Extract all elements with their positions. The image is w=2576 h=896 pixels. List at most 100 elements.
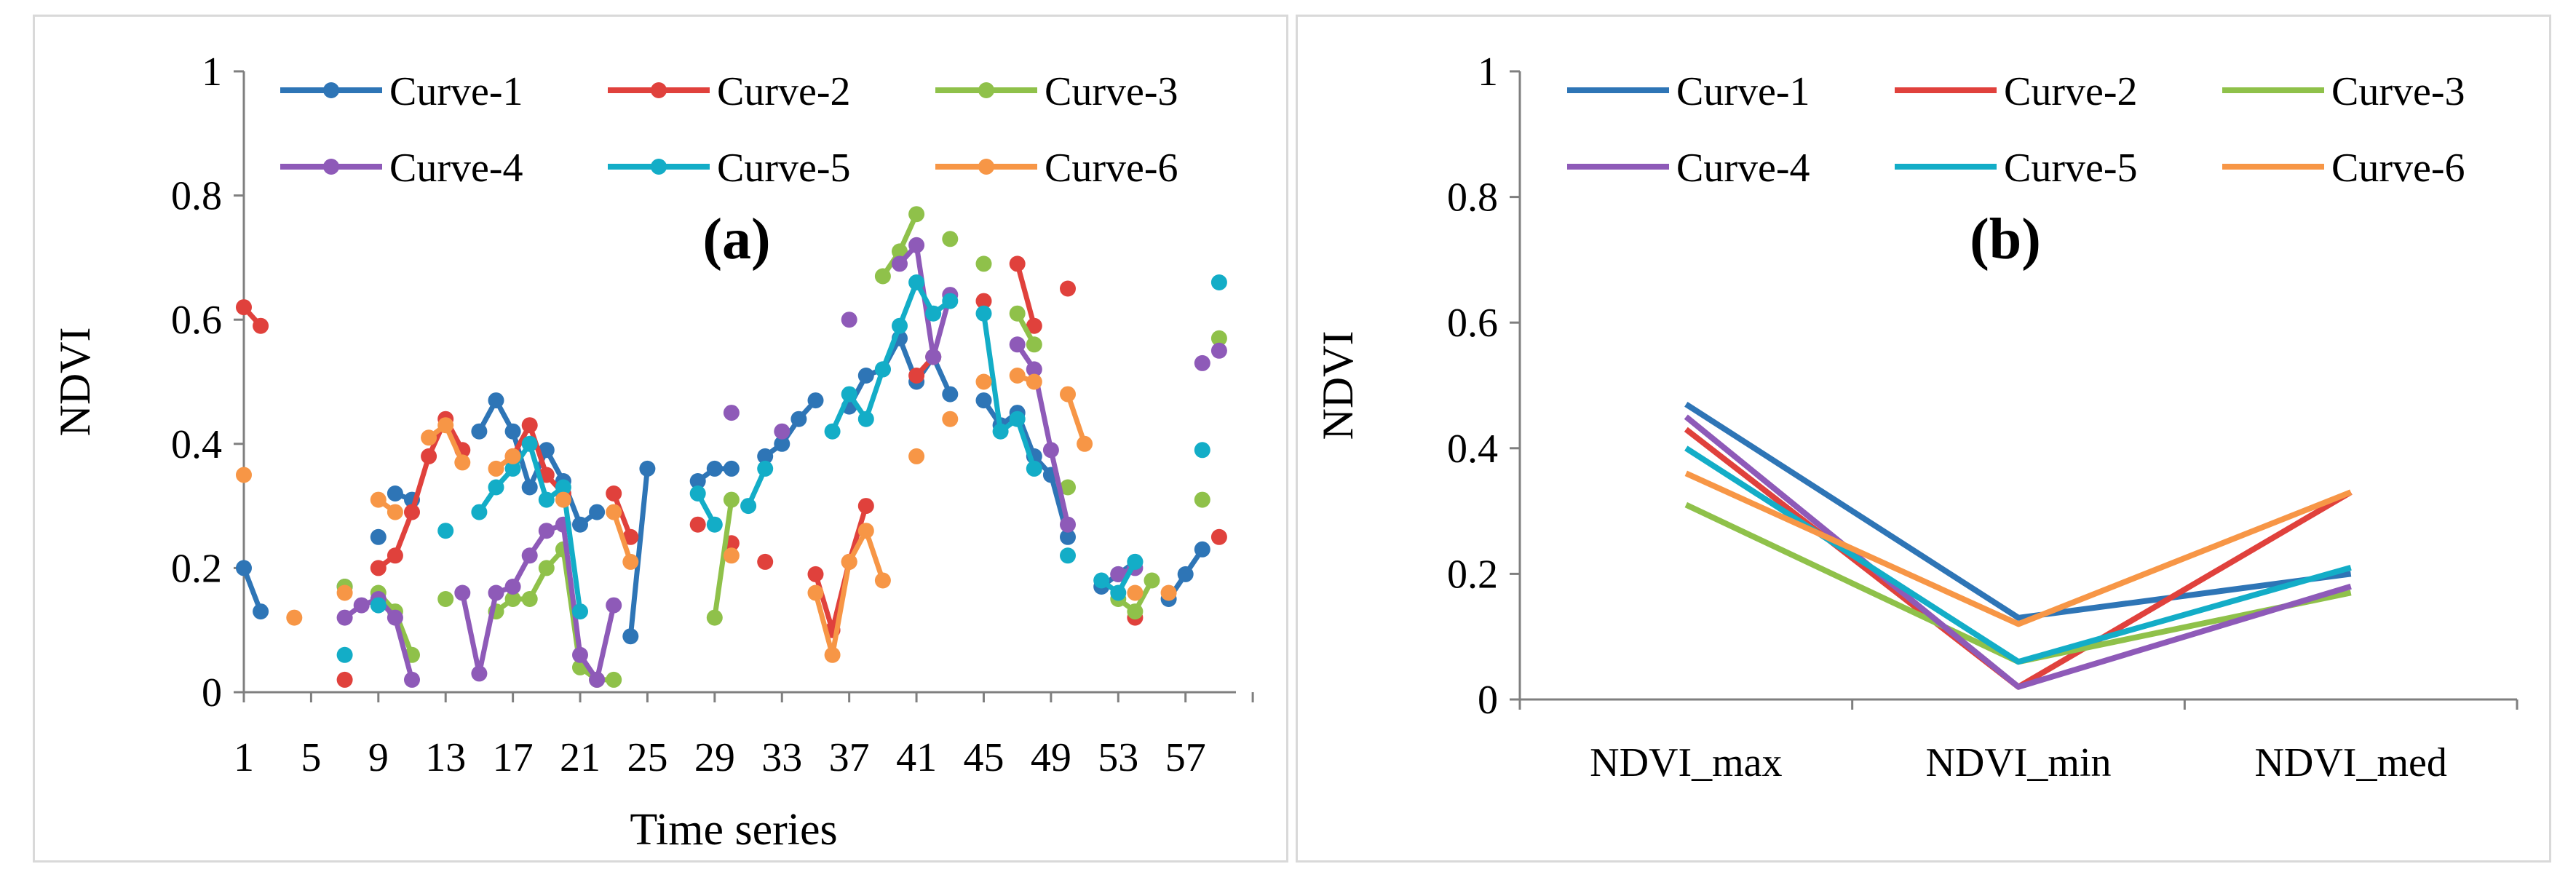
data-point-curve-2 [404, 504, 420, 520]
y-tick-label: 0 [202, 670, 222, 715]
data-point-curve-5 [437, 523, 454, 539]
legend-marker-curve-6 [978, 159, 994, 175]
data-point-curve-1 [622, 628, 639, 645]
data-point-curve-3 [521, 591, 538, 607]
data-point-curve-3 [1127, 603, 1144, 620]
x-tick-label: NDVI_min [1925, 740, 2111, 785]
data-point-curve-2 [521, 417, 538, 434]
data-point-curve-1 [253, 603, 269, 620]
legend-marker-curve-2 [651, 82, 667, 98]
x-tick-label: 17 [493, 735, 534, 780]
y-tick-label: 0 [1478, 678, 1498, 723]
chart-panel-a: 0 0.2 0.4 0.6 0.8 1 NDVI 1 5 9 13 17 21 25 29 33 37 41 45 4… [33, 15, 1288, 863]
data-point-curve-4 [1210, 342, 1227, 359]
data-point-curve-1 [757, 448, 774, 464]
data-point-curve-1 [774, 435, 790, 452]
data-point-curve-3 [908, 206, 925, 223]
data-point-curve-2 [807, 566, 824, 582]
x-tick-label: 45 [963, 735, 1004, 780]
data-point-curve-3 [706, 609, 723, 626]
data-point-curve-4 [336, 609, 353, 626]
data-point-curve-3 [437, 591, 454, 607]
data-point-curve-1 [589, 504, 606, 520]
data-point-curve-4 [521, 547, 538, 564]
x-tick-label: 49 [1031, 735, 1071, 780]
data-point-curve-4 [1042, 442, 1059, 459]
series-line-curve-2 [1015, 263, 1037, 327]
data-point-curve-6 [975, 373, 992, 390]
series-line-curve-4 [1015, 343, 1071, 526]
x-tick-label: 9 [368, 735, 389, 780]
data-point-curve-3 [1060, 479, 1076, 496]
data-point-curve-2 [336, 671, 353, 688]
data-point-curve-2 [689, 516, 706, 533]
x-tick-label: NDVI_max [1590, 740, 1782, 785]
series-line-curve-2 [510, 422, 566, 496]
data-point-curve-1 [723, 460, 740, 477]
data-point-curve-5 [992, 423, 1009, 440]
data-point-curve-6 [336, 584, 353, 601]
data-point-curve-4 [488, 584, 504, 601]
data-point-curve-5 [1093, 572, 1110, 589]
data-point-curve-6 [1160, 584, 1177, 601]
data-point-curve-5 [336, 646, 353, 663]
x-tick-label: 21 [560, 735, 601, 780]
series-curve-6 [236, 368, 1177, 663]
data-point-curve-1 [942, 386, 959, 403]
data-point-curve-4 [353, 597, 370, 614]
data-point-curve-5 [892, 317, 908, 334]
data-point-curve-4 [404, 671, 420, 688]
series-line-curve-1 [1684, 402, 2352, 621]
data-point-curve-1 [639, 460, 656, 477]
legend-label-curve-5: Curve-5 [2004, 146, 2138, 191]
series-curve-4 [336, 237, 1227, 688]
data-point-curve-5 [538, 491, 555, 508]
y-tick-label: 0.8 [171, 174, 222, 219]
y-tick-label: 0.8 [1447, 175, 1498, 221]
data-point-curve-4 [892, 255, 908, 272]
data-point-curve-4 [1009, 336, 1026, 353]
data-point-curve-1 [236, 560, 252, 576]
y-tick-label: 0.4 [1447, 427, 1498, 472]
data-point-curve-6 [437, 417, 454, 434]
series-line-curve-1 [627, 468, 650, 637]
legend-label-curve-3: Curve-3 [2331, 69, 2465, 114]
data-point-curve-6 [908, 448, 925, 464]
data-point-curve-2 [1026, 317, 1042, 334]
x-tick-label: 37 [829, 735, 870, 780]
series-line-curve-4 [459, 522, 617, 683]
data-point-curve-1 [488, 392, 504, 409]
data-point-curve-3 [1194, 491, 1210, 508]
legend-marker-curve-1 [323, 82, 339, 98]
legend-label-curve-4: Curve-4 [389, 146, 523, 191]
data-point-curve-5 [572, 603, 588, 620]
data-point-curve-4 [538, 523, 555, 539]
data-point-curve-1 [1177, 566, 1194, 582]
chart-a-svg: 0 0.2 0.4 0.6 0.8 1 NDVI 1 5 9 13 17 21 25 29 33 37 41 45 4… [51, 49, 1254, 855]
data-point-curve-4 [908, 237, 925, 253]
data-point-curve-6 [1127, 584, 1144, 601]
data-point-curve-4 [1026, 361, 1042, 378]
data-point-curve-4 [454, 584, 471, 601]
series-line-curve-1 [764, 398, 818, 459]
legend-label-curve-6: Curve-6 [2331, 146, 2465, 191]
series-line-curve-6 [813, 528, 886, 658]
data-point-curve-1 [1194, 541, 1210, 558]
y-axis-title: NDVI [51, 328, 99, 437]
data-point-curve-6 [421, 429, 437, 446]
data-point-curve-6 [1009, 368, 1026, 384]
legend-marker-curve-4 [323, 159, 339, 175]
x-tick-label: 13 [425, 735, 466, 780]
data-point-curve-5 [555, 479, 571, 496]
data-point-curve-5 [471, 504, 488, 520]
data-point-curve-3 [504, 591, 521, 607]
data-point-curve-1 [538, 442, 555, 459]
legend-label-curve-3: Curve-3 [1045, 69, 1178, 114]
data-point-curve-1 [857, 368, 874, 384]
data-point-curve-5 [824, 423, 841, 440]
data-point-curve-3 [1009, 305, 1026, 322]
series-line-curve-3 [494, 547, 614, 683]
data-point-curve-2 [908, 368, 925, 384]
data-point-curve-2 [236, 299, 252, 316]
data-point-curve-6 [1026, 373, 1042, 390]
